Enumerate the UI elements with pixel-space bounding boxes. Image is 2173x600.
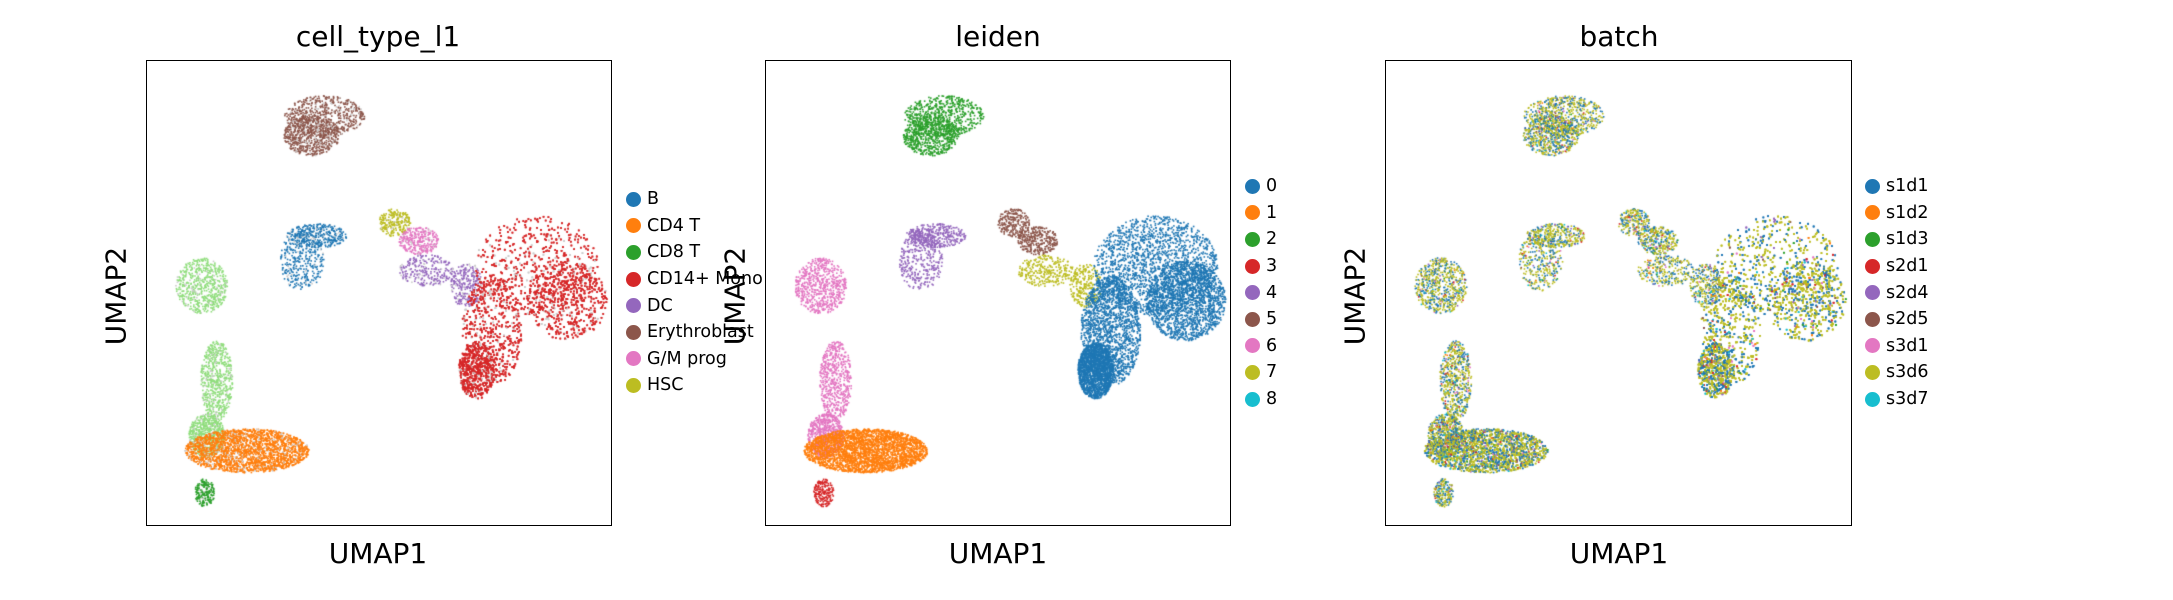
- legend-item: s2d5: [1865, 306, 1929, 333]
- legend-marker: [626, 271, 641, 287]
- legend-label: 1: [1266, 202, 1278, 223]
- panel-title: cell_type_l1: [295, 20, 461, 53]
- legend-item: CD8 T: [626, 239, 763, 266]
- legend-item: Erythroblast: [626, 319, 763, 346]
- legend-label: s1d1: [1886, 176, 1929, 197]
- legend-marker: [1245, 285, 1260, 301]
- legend-marker: [1865, 178, 1880, 194]
- legend-marker: [1245, 391, 1260, 407]
- legend-label: 8: [1266, 389, 1278, 410]
- legend-item: s1d2: [1865, 200, 1929, 227]
- legend-marker: [1245, 311, 1260, 327]
- legend-marker: [1865, 338, 1880, 354]
- legend-label: 4: [1266, 282, 1278, 303]
- legend-item: s3d7: [1865, 386, 1929, 413]
- legend-marker: [1245, 258, 1260, 274]
- legend-item: DC: [626, 292, 763, 319]
- legend-item: 5: [1245, 306, 1277, 333]
- legend-marker: [1245, 338, 1260, 354]
- legend-item: CD14+ Mono: [626, 266, 763, 293]
- legend-label: 5: [1266, 309, 1278, 330]
- legend: s1d1 s1d2 s1d3 s2d1 s2d4 s2d5 s3d1 s3d6 s3d7: [1865, 173, 1929, 412]
- x-axis-label: UMAP1: [948, 537, 1048, 570]
- legend-item: B: [626, 186, 763, 213]
- legend-label: s1d2: [1886, 202, 1929, 223]
- legend-marker: [626, 191, 641, 207]
- legend-marker: [1865, 285, 1880, 301]
- legend-item: 4: [1245, 279, 1277, 306]
- legend-item: 8: [1245, 386, 1277, 413]
- legend-item: s3d6: [1865, 359, 1929, 386]
- legend-marker: [626, 244, 641, 260]
- legend-item: 6: [1245, 333, 1277, 360]
- legend-item: 3: [1245, 253, 1277, 280]
- legend-item: CD4 T: [626, 213, 763, 240]
- legend-marker: [1245, 364, 1260, 380]
- panel-title: leiden: [955, 20, 1041, 53]
- legend-label: 3: [1266, 256, 1278, 277]
- legend-label: s2d4: [1886, 282, 1929, 303]
- legend-label: s2d5: [1886, 309, 1929, 330]
- legend-label: 0: [1266, 176, 1278, 197]
- legend-item: s2d1: [1865, 253, 1929, 280]
- legend-label: s3d7: [1886, 389, 1929, 410]
- legend-marker: [626, 298, 641, 314]
- x-axis-label: UMAP1: [1569, 537, 1669, 570]
- legend-item: HSC: [626, 372, 763, 399]
- legend-marker: [1245, 231, 1260, 247]
- legend-marker: [1865, 311, 1880, 327]
- legend-item: 2: [1245, 226, 1277, 253]
- legend-marker: [626, 377, 641, 393]
- legend-label: CD4 T: [647, 215, 701, 236]
- legend-label: G/M prog: [647, 348, 727, 369]
- legend-item: G/M prog: [626, 346, 763, 373]
- legend-marker: [626, 351, 641, 367]
- legend-label: DC: [647, 295, 673, 316]
- y-axis-label: UMAP2: [1338, 246, 1372, 346]
- legend-label: 6: [1266, 335, 1278, 356]
- legend-marker: [1865, 231, 1880, 247]
- legend-item: s2d4: [1865, 279, 1929, 306]
- x-axis-label: UMAP1: [328, 537, 428, 570]
- legend-marker: [1865, 391, 1880, 407]
- legend-label: CD8 T: [647, 242, 701, 263]
- legend-label: Erythroblast: [647, 322, 754, 343]
- legend-label: s3d6: [1886, 362, 1929, 383]
- legend-marker: [1245, 205, 1260, 221]
- legend-item: 0: [1245, 173, 1277, 200]
- legend-label: s2d1: [1886, 256, 1929, 277]
- plot-frame: [1385, 60, 1852, 526]
- legend-item: 1: [1245, 200, 1277, 227]
- legend-marker: [626, 218, 641, 234]
- legend-item: s3d1: [1865, 333, 1929, 360]
- legend-label: 2: [1266, 229, 1278, 250]
- legend-label: s3d1: [1886, 335, 1929, 356]
- plot-frame: [765, 60, 1231, 526]
- legend-marker: [626, 324, 641, 340]
- legend-marker: [1245, 178, 1260, 194]
- legend-marker: [1865, 205, 1880, 221]
- legend-label: 7: [1266, 362, 1278, 383]
- legend-marker: [1865, 258, 1880, 274]
- legend-label: HSC: [647, 375, 684, 396]
- panel-title: batch: [1579, 20, 1659, 53]
- legend-label: B: [647, 189, 660, 210]
- legend-label: s1d3: [1886, 229, 1929, 250]
- legend-item: s1d1: [1865, 173, 1929, 200]
- y-axis-label: UMAP2: [99, 246, 133, 346]
- legend-marker: [1865, 364, 1880, 380]
- legend: 0 1 2 3 4 5 6 7 8: [1245, 173, 1277, 412]
- plot-frame: [146, 60, 612, 526]
- legend-item: 7: [1245, 359, 1277, 386]
- legend: B CD4 T CD8 T CD14+ Mono DC Erythroblast G/M p…: [626, 186, 763, 399]
- y-axis-label: UMAP2: [718, 246, 752, 346]
- legend-label: CD14+ Mono: [647, 269, 763, 290]
- legend-item: s1d3: [1865, 226, 1929, 253]
